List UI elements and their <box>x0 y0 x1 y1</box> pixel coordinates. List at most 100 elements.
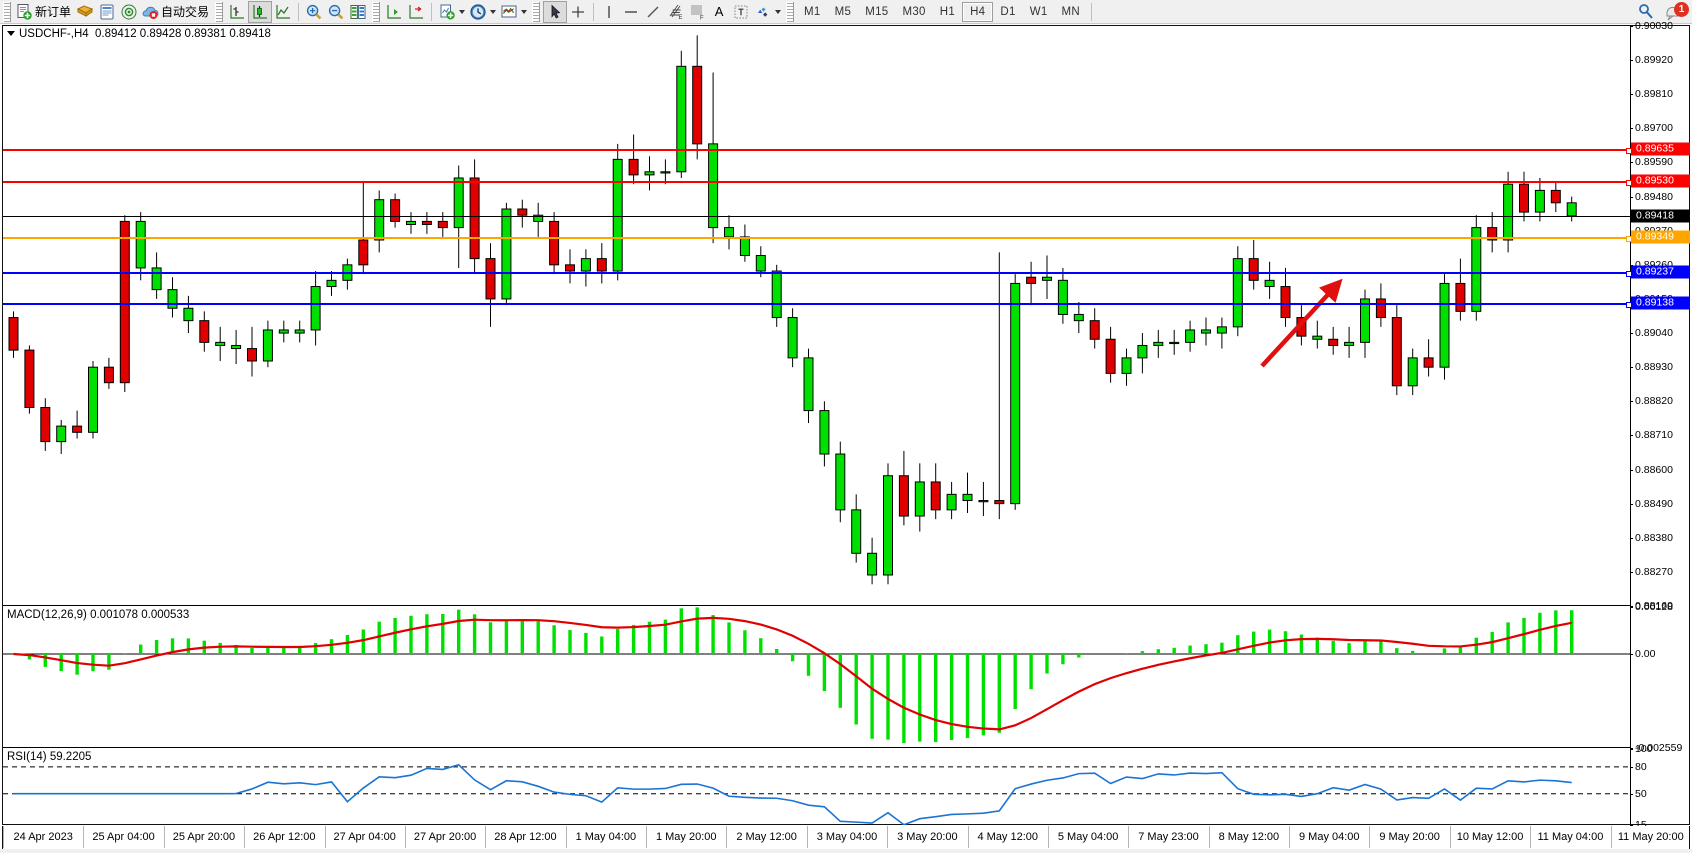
toolbar-grip-5[interactable] <box>786 1 795 22</box>
price-tag-0.89530[interactable]: 0.89530 <box>1631 174 1690 188</box>
new-order-label: 新订单 <box>35 5 72 19</box>
new-order-button[interactable]: 新订单 <box>14 1 74 23</box>
cursor-button[interactable] <box>543 0 568 23</box>
search-button[interactable] <box>1634 1 1658 23</box>
time-tick-mark <box>83 826 85 848</box>
chart-shift-button[interactable] <box>405 1 427 23</box>
axis-tick-label: 0.89810 <box>1635 88 1673 101</box>
time-tick-mark <box>404 826 406 848</box>
text-button[interactable]: A <box>708 1 730 23</box>
templates-dropdown-caret[interactable] <box>521 9 528 14</box>
price-line-anchor[interactable] <box>1626 236 1631 243</box>
macd-pane[interactable]: MACD(12,26,9) 0.001078 0.000533 <box>3 607 1631 748</box>
timeframe-m1[interactable]: M1 <box>804 5 821 18</box>
price-pane[interactable]: USDCHF-,H4 0.89412 0.89428 0.89381 0.894… <box>3 26 1631 606</box>
axis-tick-label: 0.88160 <box>1635 600 1673 612</box>
objects-dropdown-caret[interactable] <box>775 9 782 14</box>
toolbar-separator-4 <box>1091 2 1093 21</box>
crosshair-button[interactable] <box>567 1 589 23</box>
price-line-anchor[interactable] <box>1626 180 1631 187</box>
periods-dropdown-caret[interactable] <box>490 9 497 14</box>
time-tick-mark <box>806 826 808 848</box>
toolbar-grip-3[interactable] <box>372 1 381 22</box>
time-scale-axis[interactable]: 24 Apr 2023 25 Apr 04:00 25 Apr 20:00 26 Ap… <box>2 826 1690 852</box>
price-line-anchor[interactable] <box>1626 301 1631 308</box>
price-line-anchor[interactable] <box>1626 270 1631 277</box>
candlestick-chart-button[interactable] <box>248 0 273 23</box>
axis-tick-label: 0.89920 <box>1635 54 1673 67</box>
time-tick-mark <box>1128 826 1130 848</box>
indicators-dropdown-caret[interactable] <box>459 9 466 14</box>
axis-tick-label: 50 <box>1635 787 1647 800</box>
text-label-button[interactable] <box>730 1 752 23</box>
axis-tick-label: 0.89590 <box>1635 156 1673 169</box>
market-watch-button[interactable] <box>96 1 118 23</box>
indicators-button[interactable] <box>436 1 458 23</box>
price-line-resistance-0.89635[interactable] <box>3 147 1631 154</box>
fibonacci-icon: F <box>691 5 704 21</box>
zoom-out-button[interactable] <box>325 1 347 23</box>
timeframe-mn[interactable]: MN <box>1061 5 1081 18</box>
timeframe-h4[interactable]: H4 <box>962 1 994 22</box>
time-tick-label-2: 25 Apr 20:00 <box>172 831 236 843</box>
templates-button[interactable] <box>498 1 520 23</box>
axis-tick-label: 0.88820 <box>1635 395 1673 408</box>
fibonacci-button[interactable]: F <box>686 1 708 23</box>
horizontal-line-button[interactable] <box>620 1 642 23</box>
main-toolbar: 新订单 <box>0 0 1692 24</box>
bar-chart-button[interactable] <box>226 1 248 23</box>
time-tick-mark <box>1449 826 1451 848</box>
vertical-line-icon <box>608 5 610 18</box>
axis-tick-label: 80 <box>1635 760 1647 773</box>
price-tag-0.89418[interactable]: 0.89418 <box>1631 209 1690 223</box>
auto-scroll-button[interactable] <box>383 1 405 23</box>
symbol-label: USDCHF-,H4 <box>19 28 89 40</box>
time-tick-label-6: 28 Apr 12:00 <box>494 831 557 843</box>
vertical-line-button[interactable] <box>598 1 620 23</box>
toolbar-grip[interactable] <box>3 1 11 22</box>
price-tag-0.89237[interactable]: 0.89237 <box>1631 265 1690 279</box>
market-watch-icon <box>100 4 114 19</box>
time-tick-label-8: 1 May 20:00 <box>655 831 717 843</box>
chart-menu-triangle-icon[interactable] <box>7 31 15 37</box>
timeframe-d1[interactable]: D1 <box>1000 5 1016 18</box>
periods-button[interactable] <box>467 1 489 23</box>
equidistant-channel-button[interactable]: E <box>664 1 686 23</box>
trendline-button[interactable] <box>642 1 664 23</box>
price-tag-0.89635[interactable]: 0.89635 <box>1631 142 1690 155</box>
price-line-support-0.89237[interactable] <box>3 270 1631 277</box>
template-icon <box>501 5 517 17</box>
toolbar-grip-2[interactable] <box>215 1 224 22</box>
tile-windows-button[interactable] <box>347 1 369 23</box>
alerts-button[interactable]: 1 <box>1658 1 1692 23</box>
time-tick-mark <box>726 826 728 848</box>
autotrading-button[interactable]: 自动交易 <box>140 1 212 23</box>
zoom-in-button[interactable] <box>303 1 325 23</box>
timeframe-m30[interactable]: M30 <box>902 5 926 18</box>
price-line-resistance-0.89530[interactable] <box>3 180 1631 187</box>
timeframe-m15[interactable]: M15 <box>865 5 889 18</box>
bar-chart-icon <box>230 4 245 19</box>
line-chart-button[interactable] <box>272 1 294 23</box>
time-tick-label-12: 4 May 12:00 <box>977 831 1039 843</box>
time-tick-mark <box>324 826 326 848</box>
rsi-pane[interactable]: RSI(14) 59.2205 <box>3 749 1631 825</box>
timeframe-h1[interactable]: H1 <box>939 5 956 18</box>
navigator-button[interactable] <box>118 1 140 23</box>
toolbar-grip-4[interactable] <box>532 1 541 22</box>
objects-button[interactable] <box>752 1 774 23</box>
timeframe-m5[interactable]: M5 <box>834 5 852 18</box>
time-tick-mark <box>967 826 969 848</box>
price-line-anchor[interactable] <box>1626 147 1631 154</box>
time-tick-label-20: 11 May 20:00 <box>1617 831 1684 843</box>
chart-window[interactable]: USDCHF-,H4 0.89412 0.89428 0.89381 0.894… <box>2 20 1690 831</box>
price-tag-0.89138[interactable]: 0.89138 <box>1631 296 1690 310</box>
profiles-button[interactable] <box>74 1 96 23</box>
price-scale-axis[interactable]: 0.90030 0.89920 0.89810 0.89700 0.89590 0.894… <box>1630 20 1690 831</box>
candlestick-icon <box>253 4 268 19</box>
timeframe-w1[interactable]: W1 <box>1029 5 1048 18</box>
price-line-support-0.89138[interactable] <box>3 301 1631 308</box>
price-line-last-price-0.89418[interactable] <box>3 215 1631 217</box>
price-tag-0.89349[interactable]: 0.89349 <box>1631 230 1690 244</box>
price-line-pivot-0.89349[interactable] <box>3 236 1631 243</box>
